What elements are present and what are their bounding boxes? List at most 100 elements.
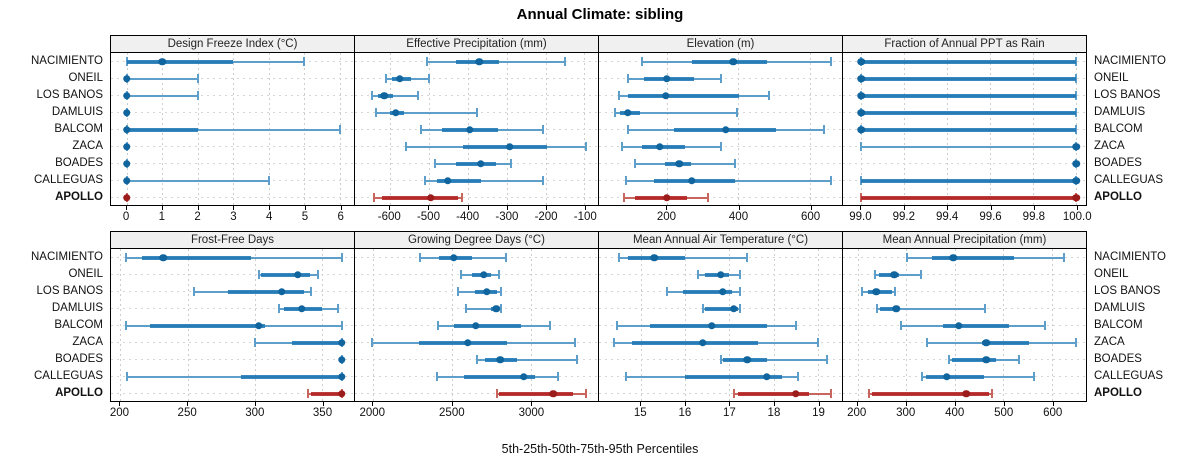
whisker-cap	[310, 287, 313, 296]
x-tick-label: 18	[767, 407, 781, 419]
median-dot	[505, 142, 514, 151]
whisker-cap	[666, 287, 669, 296]
series-row-zaca	[843, 138, 1086, 155]
x-tick-label: 600	[800, 211, 821, 223]
whisker-cap	[719, 355, 722, 364]
x-axis-frost-free-days: 200 250 300 350	[110, 402, 355, 424]
whisker-cap	[615, 321, 618, 330]
whisker-cap	[303, 57, 306, 66]
series-row-apollo	[355, 189, 598, 205]
plot-area-design-freeze-index	[110, 53, 355, 206]
series-row-los-banos	[843, 283, 1086, 300]
x-tick	[729, 402, 731, 406]
grid-line-horizontal	[111, 112, 354, 113]
whisker-cap	[868, 389, 871, 398]
grid-line-horizontal	[111, 308, 354, 309]
site-labels-right-top: NACIMIENTO ONEIL LOS BANOS DAMLUIS BALCOM ZAC…	[1087, 35, 1197, 228]
median-dot	[123, 193, 131, 202]
panel-mean-annual-air-temperature: Mean Annual Air Temperature (°C) 15 16 17 18…	[598, 231, 843, 424]
whisker-cap	[735, 108, 738, 117]
plot-area-mean-annual-air-temperature	[598, 249, 843, 402]
series-row-nacimiento	[355, 249, 598, 266]
whisker-cap	[873, 270, 876, 279]
site-label-right-zaca: ZACA	[1094, 336, 1125, 348]
iqr-box-25th-75th	[861, 93, 1077, 98]
whisker-cap	[621, 142, 624, 151]
x-tick-label: 250	[177, 407, 197, 419]
series-row-zaca	[355, 334, 598, 351]
iqr-box-25th-75th	[126, 59, 234, 64]
panel-elevation: Elevation (m) 200 400 600	[598, 35, 843, 228]
iqr-box-25th-75th	[311, 391, 342, 396]
x-tick	[322, 402, 324, 406]
series-row-nacimiento	[111, 249, 354, 266]
x-tick	[1033, 206, 1035, 210]
median-dot	[123, 159, 131, 168]
whisker-5th-95th	[126, 77, 198, 80]
site-label-left-nacimiento: NACIMIENTO	[31, 251, 103, 263]
median-dot	[699, 338, 707, 347]
x-tick	[818, 402, 820, 406]
x-tick	[531, 402, 533, 406]
x-tick-label: 400	[945, 407, 965, 419]
median-dot	[688, 176, 696, 185]
x-tick	[810, 206, 812, 210]
whisker-cap	[746, 253, 748, 262]
x-tick	[269, 206, 271, 210]
plot-area-growing-degree-days	[354, 249, 599, 402]
iqr-box-25th-75th	[463, 144, 547, 149]
whisker-5th-95th	[126, 128, 340, 131]
series-row-apollo	[111, 189, 354, 205]
x-tick-label: 4	[265, 211, 273, 223]
x-tick-label: 99.2	[892, 211, 915, 223]
site-label-left-calleguas: CALLEGUAS	[33, 174, 103, 186]
median-dot	[857, 91, 866, 100]
series-row-nacimiento	[599, 249, 842, 266]
median-dot	[293, 270, 302, 279]
series-row-calleguas	[843, 172, 1086, 189]
grid-line-horizontal	[355, 78, 598, 79]
x-tick	[254, 402, 256, 406]
whisker-cap	[825, 355, 828, 364]
x-tick-label: 19	[812, 407, 825, 419]
panel-title-design-freeze-index: Design Freeze Index (°C)	[110, 35, 355, 53]
x-tick	[546, 206, 548, 210]
site-labels-left-bottom: NACIMIENTO ONEIL LOS BANOS DAMLUIS BALCOM ZAC…	[0, 231, 110, 424]
series-row-oneil	[843, 266, 1086, 283]
whisker-cap	[425, 57, 428, 66]
panel-mean-annual-precipitation: Mean Annual Precipitation (mm) 200 300 400 5…	[842, 231, 1087, 424]
x-tick-label: 5	[301, 211, 309, 223]
whisker-5th-95th	[877, 307, 985, 310]
x-tick	[954, 402, 956, 406]
whisker-cap	[925, 338, 928, 347]
series-row-los-banos	[111, 87, 354, 104]
whisker-cap	[423, 176, 426, 185]
x-axis-mean-annual-precipitation: 200 300 400 500 600	[842, 402, 1087, 424]
site-label-left-balcom: BALCOM	[54, 319, 103, 331]
site-label-right-damluis: DAMLUIS	[1094, 302, 1146, 314]
median-dot	[675, 159, 684, 168]
whisker-cap	[706, 193, 709, 202]
x-tick-label: 99.8	[1022, 211, 1046, 223]
grid-line-horizontal	[111, 393, 354, 394]
whisker-cap	[861, 287, 864, 296]
panel-title-growing-degree-days: Growing Degree Days (°C)	[354, 231, 599, 249]
site-label-right-boades: BOADES	[1094, 157, 1142, 169]
series-row-los-banos	[843, 87, 1086, 104]
median-dot	[716, 270, 725, 279]
whisker-cap	[433, 159, 436, 168]
whisker-cap	[476, 108, 479, 117]
series-row-boades	[111, 155, 354, 172]
series-row-boades	[599, 351, 842, 368]
x-tick-label: -400	[456, 211, 480, 223]
series-row-calleguas	[111, 172, 354, 189]
series-row-nacimiento	[111, 53, 354, 70]
series-row-calleguas	[599, 172, 842, 189]
x-tick	[1003, 402, 1005, 406]
whisker-cap	[624, 372, 627, 381]
series-row-oneil	[355, 70, 598, 87]
site-label-left-oneil: ONEIL	[68, 72, 103, 84]
whisker-cap	[876, 304, 879, 313]
whisker-cap	[193, 287, 196, 296]
median-dot	[479, 270, 488, 279]
